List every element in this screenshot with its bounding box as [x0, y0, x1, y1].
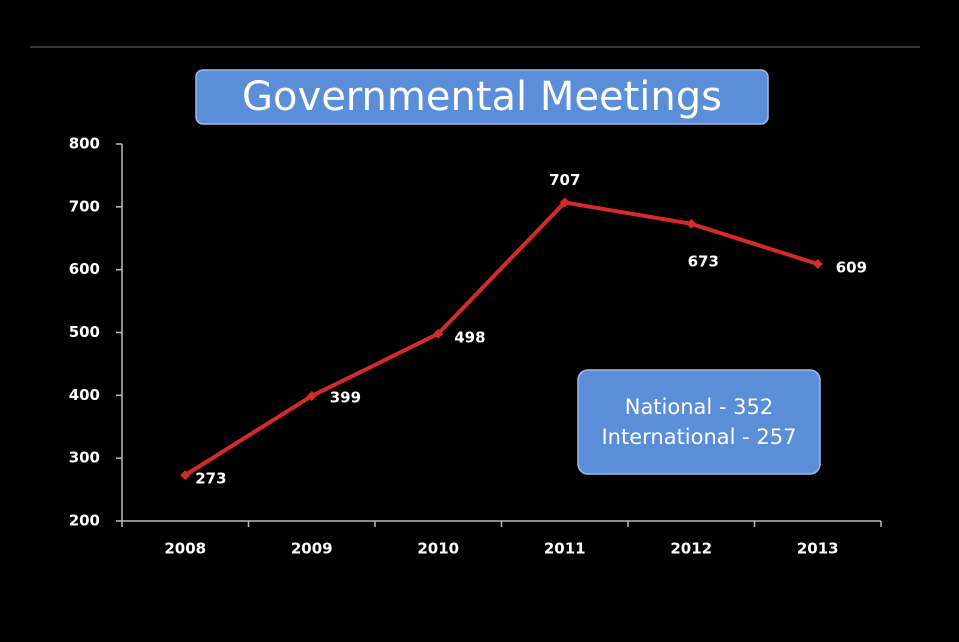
data-label: 609 [836, 259, 867, 277]
annotation: International - 257 [601, 425, 796, 449]
x-tick-label: 2013 [797, 540, 839, 558]
marker [686, 218, 697, 229]
marker [812, 259, 823, 270]
data-label: 707 [549, 171, 580, 189]
data-label: 399 [330, 388, 361, 406]
line [184, 200, 819, 477]
y-tick-label: 500 [69, 323, 100, 341]
marker [433, 328, 444, 339]
x-tick-label: 2009 [291, 540, 333, 558]
y-tick-label: 800 [69, 135, 100, 153]
annotation: National - 352 [625, 395, 774, 419]
y-tick-label: 700 [69, 197, 100, 215]
data-label: 273 [195, 470, 226, 488]
y-tick-label: 600 [69, 260, 100, 278]
data-label: 673 [688, 252, 719, 270]
annotation-box [577, 369, 821, 475]
x-tick-label: 2008 [164, 540, 206, 558]
marker [306, 390, 317, 401]
x-tick-label: 2010 [417, 540, 459, 558]
x-tick-label: 2011 [544, 540, 586, 558]
data-label: 498 [454, 328, 485, 346]
y-tick-label: 200 [69, 512, 100, 530]
chart-title: Governmental Meetings [242, 74, 722, 120]
y-tick-label: 400 [69, 386, 100, 404]
x-tick-label: 2012 [670, 540, 712, 558]
title-box [195, 69, 769, 125]
marker [559, 197, 570, 208]
y-tick-label: 300 [69, 449, 100, 467]
marker [180, 470, 191, 481]
